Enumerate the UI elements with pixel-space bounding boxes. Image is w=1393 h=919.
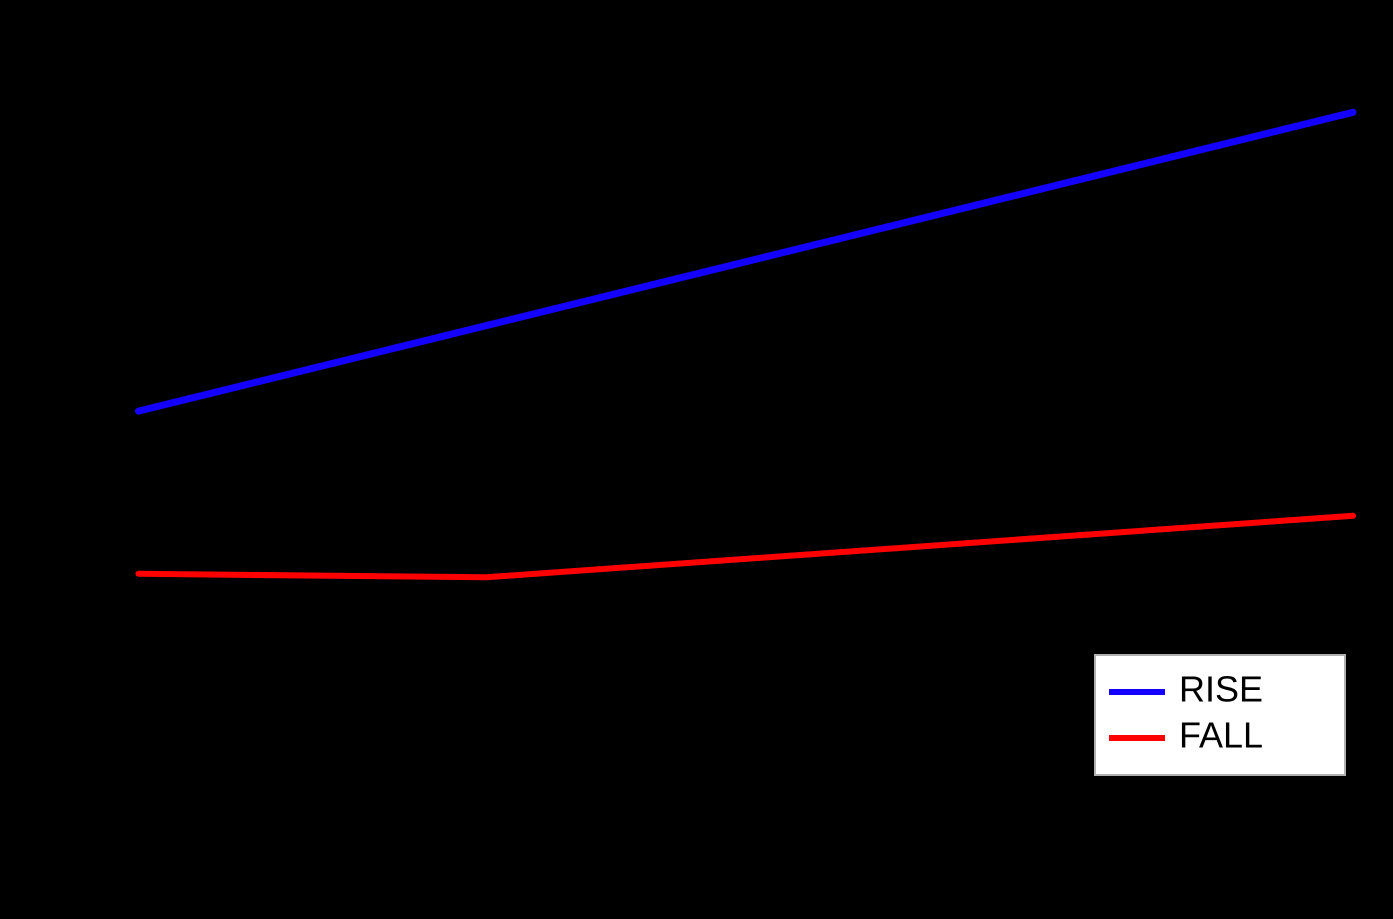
legend-label-fall: FALL bbox=[1179, 715, 1263, 756]
legend-label-rise: RISE bbox=[1179, 669, 1263, 710]
chart-svg: RISE FALL bbox=[0, 0, 1393, 919]
chart-background bbox=[0, 0, 1393, 919]
line-chart: RISE FALL bbox=[0, 0, 1393, 919]
legend: RISE FALL bbox=[1095, 655, 1345, 775]
